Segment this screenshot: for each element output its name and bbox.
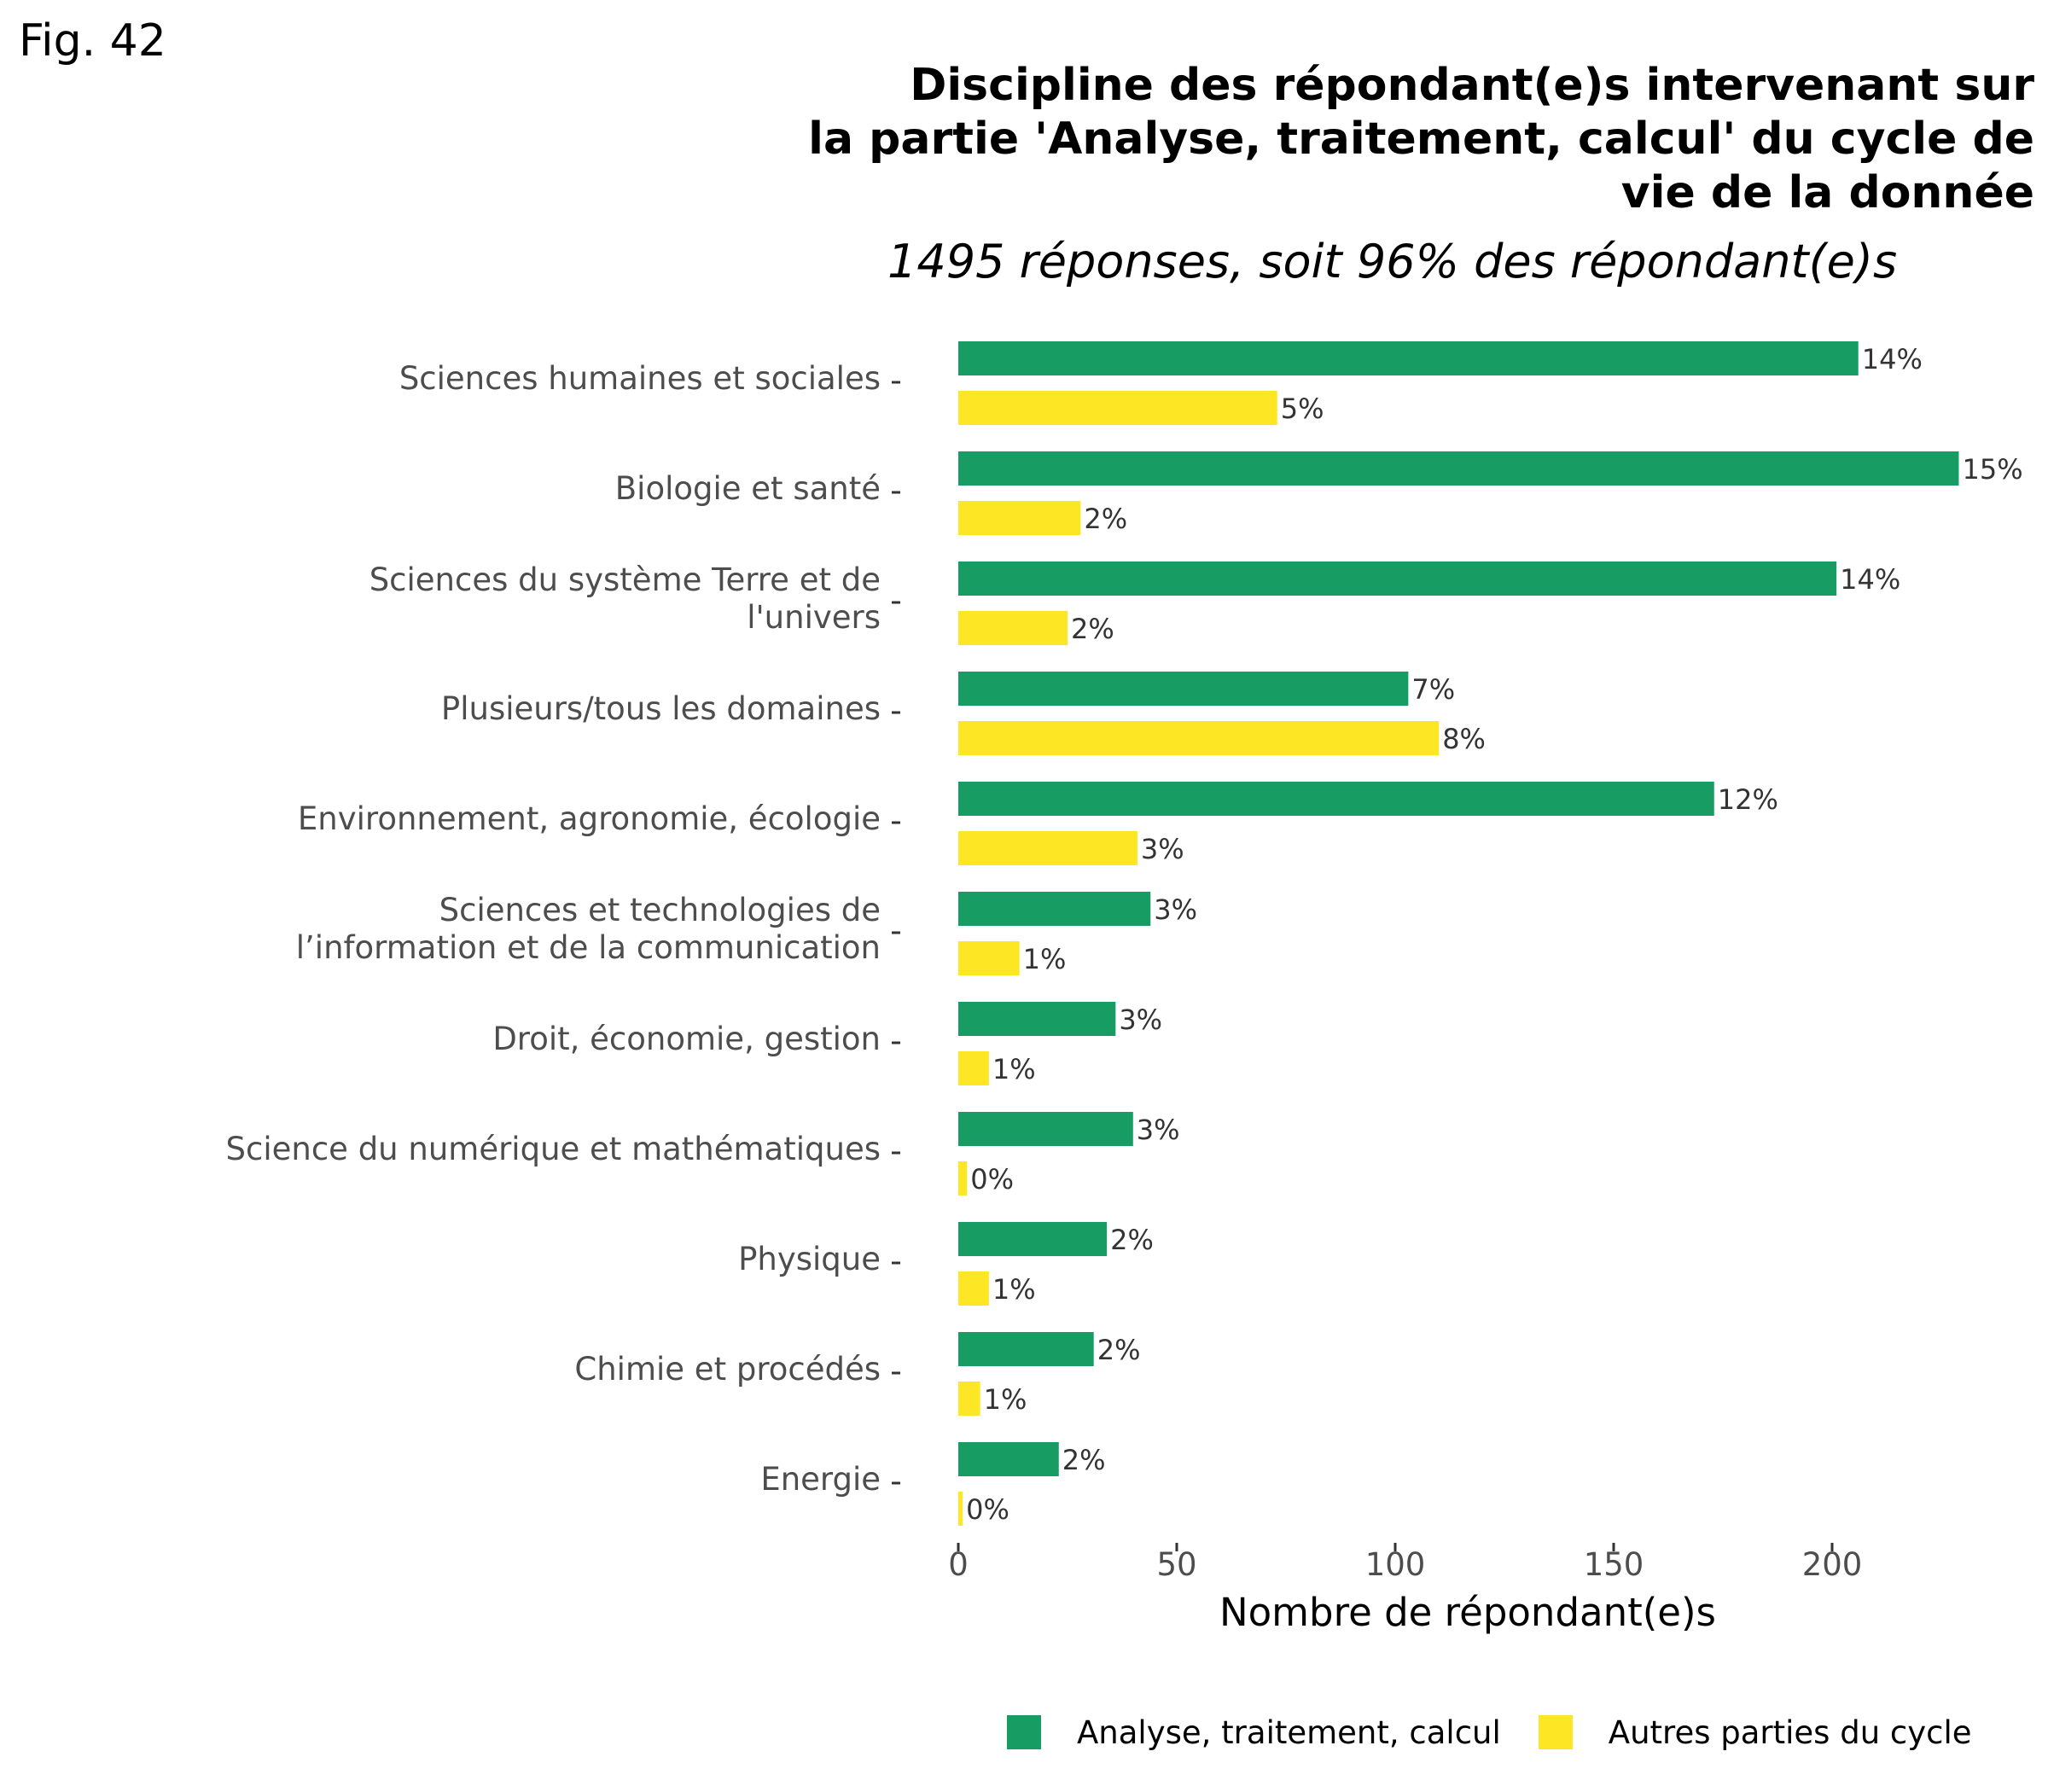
data-label-autres: 2% (1071, 613, 1114, 645)
category-label-line: Sciences et technologies de (439, 892, 881, 928)
chart-title-line-2: la partie 'Analyse, traitement, calcul' … (808, 113, 2034, 165)
category-label: Biologie et santé (615, 470, 881, 508)
legend-swatch-autres (1538, 1715, 1573, 1749)
bar-analyse (958, 672, 1409, 706)
bar-autres (958, 1492, 963, 1526)
data-label-autres: 8% (1442, 723, 1486, 755)
bar-autres (958, 391, 1277, 425)
x-tick-label: 50 (1156, 1546, 1196, 1583)
category-label-line: Environnement, agronomie, écologie (297, 800, 881, 837)
legend-swatch-analyse (1007, 1715, 1041, 1749)
bar-analyse (958, 451, 1959, 486)
bar-analyse (958, 1222, 1108, 1256)
data-label-autres: 1% (992, 1053, 1036, 1085)
category-label-line: Sciences du système Terre et de (369, 561, 881, 598)
data-label-analyse: 3% (1154, 893, 1197, 926)
data-label-analyse: 15% (1962, 453, 2022, 486)
legend-label-analyse: Analyse, traitement, calcul (1077, 1713, 1501, 1751)
bar-analyse (958, 1002, 1116, 1036)
data-label-analyse: 12% (1718, 783, 1778, 816)
bar-autres (958, 1161, 968, 1196)
category-label-line: l'univers (747, 599, 881, 636)
category-label-line: Sciences humaines et sociales (399, 360, 881, 397)
data-label-autres: 5% (1281, 393, 1324, 425)
chart-subtitle: 1495 réponses, soit 96% des répondant(e)… (887, 235, 1898, 288)
bar-autres (958, 831, 1137, 865)
bar-autres (958, 1051, 989, 1085)
x-tick-label: 200 (1802, 1546, 1863, 1583)
data-label-analyse: 3% (1119, 1004, 1162, 1036)
data-label-autres: 3% (1141, 833, 1184, 865)
data-label-autres: 2% (1084, 503, 1127, 535)
data-label-autres: 1% (1023, 943, 1067, 975)
figure-label: Fig. 42 (19, 15, 166, 67)
category-label-line: Science du numérique et mathématiques (225, 1131, 881, 1167)
bar-autres (958, 721, 1440, 755)
data-label-autres: 1% (992, 1273, 1036, 1306)
category-label: Science du numérique et mathématiques (226, 1131, 881, 1168)
data-label-analyse: 14% (1840, 563, 1900, 596)
chart-title-line-3: vie de la donnée (1620, 167, 2034, 218)
x-tick-label: 100 (1365, 1546, 1426, 1583)
x-axis-title: Nombre de répondant(e)s (1219, 1590, 1716, 1635)
chart-legend: Analyse, traitement, calcul Autres parti… (1007, 1713, 2010, 1751)
category-label: Energie (760, 1461, 881, 1498)
data-label-analyse: 2% (1097, 1334, 1141, 1366)
bar-analyse (958, 1112, 1133, 1146)
bar-autres (958, 1382, 980, 1416)
category-label: Droit, économie, gestion (492, 1021, 881, 1058)
legend-label-autres: Autres parties du cycle (1608, 1713, 1972, 1751)
bar-autres (958, 941, 1020, 975)
bar-autres (958, 611, 1068, 645)
x-tick-label: 150 (1584, 1546, 1644, 1583)
bar-analyse (958, 1332, 1094, 1366)
category-label-line: l’information et de la communication (295, 929, 881, 966)
bar-autres (958, 501, 1081, 535)
bar-analyse (958, 341, 1859, 375)
chart-title-line-1: Discipline des répondant(e)s intervenant… (910, 60, 2034, 111)
bar-analyse (958, 892, 1151, 926)
data-label-autres: 1% (984, 1383, 1027, 1416)
category-label: Sciences humaines et sociales (399, 360, 881, 398)
category-label: Sciences du système Terre et de l'univers (369, 561, 881, 637)
data-label-autres: 0% (966, 1493, 1009, 1526)
bar-analyse (958, 561, 1837, 596)
category-label-line: Biologie et santé (614, 470, 881, 507)
category-label-line: Energie (760, 1461, 881, 1498)
category-label: Environnement, agronomie, écologie (298, 800, 881, 838)
category-label: Sciences et technologies de l’information… (296, 892, 881, 967)
data-label-analyse: 2% (1062, 1444, 1106, 1476)
data-label-autres: 0% (970, 1163, 1014, 1196)
category-label: Chimie et procédés (574, 1351, 881, 1388)
category-label: Plusieurs/tous les domaines (441, 690, 881, 728)
data-label-analyse: 2% (1110, 1224, 1154, 1256)
bar-autres (958, 1271, 989, 1306)
category-label-line: Physique (738, 1241, 881, 1277)
category-label-line: Droit, économie, gestion (492, 1021, 881, 1057)
data-label-analyse: 7% (1411, 673, 1455, 706)
legend-item-analyse: Analyse, traitement, calcul (1007, 1714, 1501, 1751)
data-label-analyse: 14% (1862, 343, 1923, 375)
data-label-analyse: 3% (1137, 1114, 1180, 1146)
category-label-line: Plusieurs/tous les domaines (440, 690, 881, 727)
bar-analyse (958, 1442, 1059, 1476)
category-label: Physique (738, 1241, 881, 1278)
x-tick-label: 0 (948, 1546, 969, 1583)
legend-item-autres: Autres parties du cycle (1538, 1713, 1972, 1751)
bar-analyse (958, 782, 1714, 816)
category-label-line: Chimie et procédés (574, 1351, 881, 1388)
